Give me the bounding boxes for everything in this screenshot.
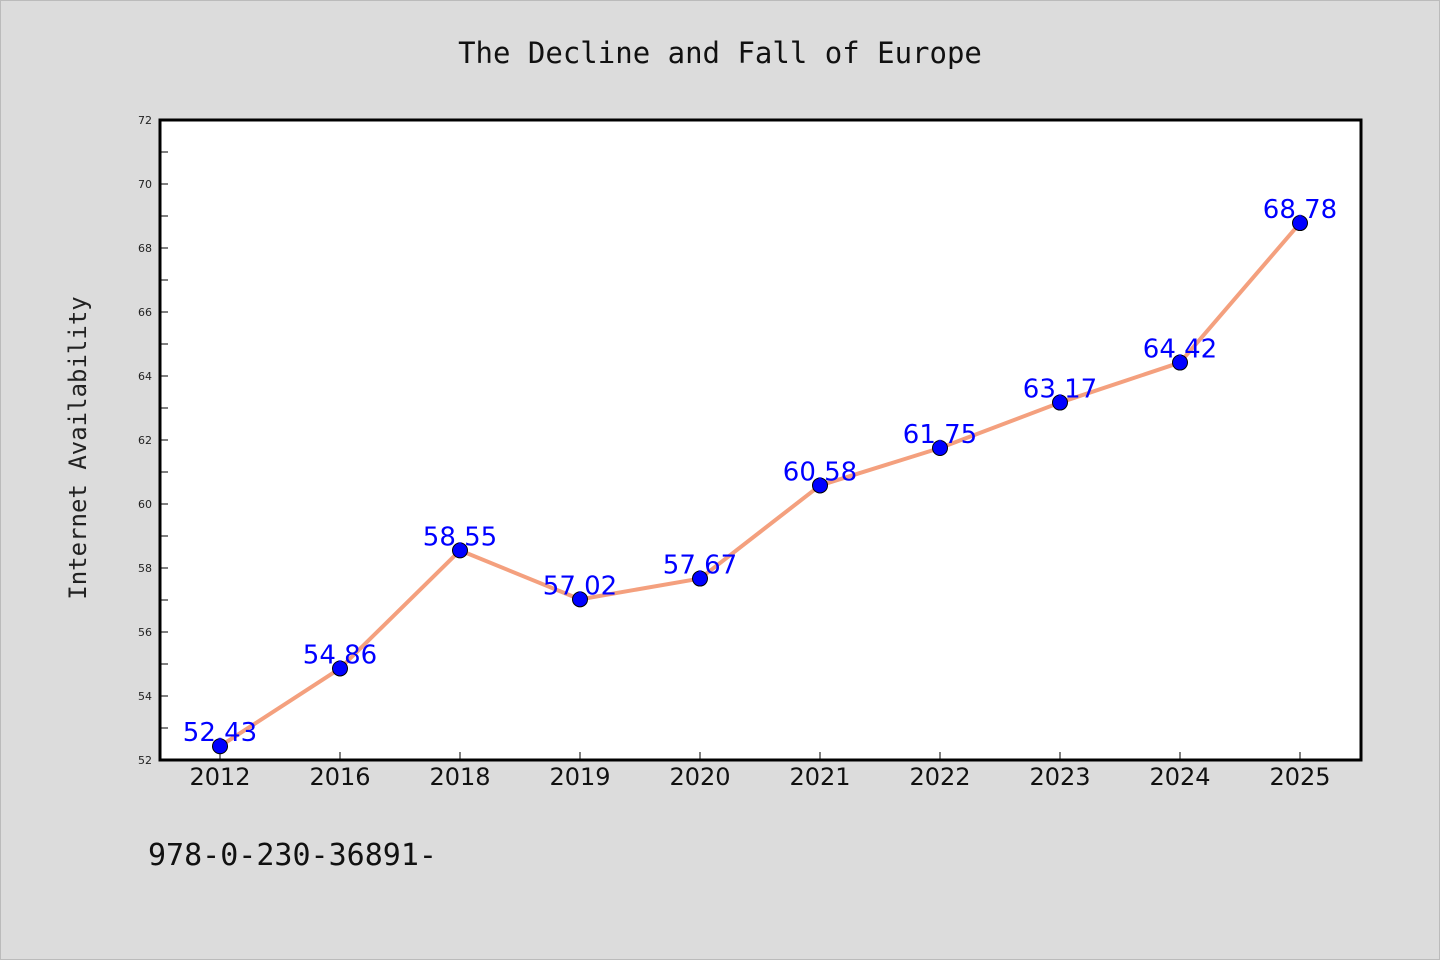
data-point: [332, 660, 348, 677]
series-line: [218, 221, 1302, 749]
data-label: 61.75: [903, 420, 977, 450]
y-tick-label: 54: [138, 690, 152, 703]
data-point: [692, 570, 708, 587]
data-label: 57.67: [663, 551, 737, 581]
data-label: 68.78: [1263, 195, 1337, 225]
data-point: [212, 738, 228, 755]
data-label: 60.58: [783, 457, 857, 487]
y-tick-label: 72: [138, 114, 152, 127]
x-tick-label: 2021: [789, 763, 850, 791]
plot-frame: [158, 118, 1363, 762]
data-point: [1052, 394, 1068, 411]
y-tick-label: 70: [138, 178, 152, 191]
data-label: 63.17: [1023, 375, 1097, 405]
y-tick-label: 52: [138, 754, 152, 767]
x-tick-label: 2020: [669, 763, 730, 791]
y-axis: 52 54 56 58 60 62 64 66 68 70 72: [138, 114, 168, 767]
data-point: [1292, 215, 1308, 232]
data-label: 64.42: [1143, 335, 1217, 365]
data-label: 57.02: [543, 571, 617, 601]
y-tick-label: 56: [138, 626, 152, 639]
x-tick-label: 2022: [909, 763, 970, 791]
series-line-group: 52.43 54.86 58.55 57.02 57.67 60.58 61.75 63.17…: [183, 195, 1337, 755]
plot-area: [160, 120, 1361, 760]
y-tick-label: 66: [138, 306, 152, 319]
x-tick-label: 2024: [1149, 763, 1210, 791]
x-tick-label: 2019: [549, 763, 610, 791]
y-tick-label: 64: [138, 370, 152, 383]
data-point: [812, 477, 828, 494]
x-tick-label: 2012: [189, 763, 250, 791]
y-axis-label: Internet Availability: [64, 296, 92, 599]
y-tick-label: 60: [138, 498, 152, 511]
x-tick-label: 2016: [309, 763, 370, 791]
footer-code: 978-0-230-36891-: [148, 838, 437, 873]
x-tick-label: 2018: [429, 763, 490, 791]
x-tick-label: 2023: [1029, 763, 1090, 791]
data-point: [572, 591, 588, 608]
data-label: 54.86: [303, 640, 377, 670]
data-label: 58.55: [423, 522, 497, 552]
x-axis: 2012 2016 2018 2019 2020 2021 2022 2023 2024 2025: [189, 752, 1331, 791]
data-label: 52.43: [183, 718, 257, 748]
y-tick-label: 68: [138, 242, 152, 255]
data-point: [1172, 354, 1188, 371]
data-point: [452, 542, 468, 559]
x-tick-label: 2025: [1269, 763, 1330, 791]
y-tick-label: 58: [138, 562, 152, 575]
data-point: [932, 440, 948, 456]
y-tick-label: 62: [138, 434, 152, 447]
chart-title: The Decline and Fall of Europe: [458, 36, 982, 70]
